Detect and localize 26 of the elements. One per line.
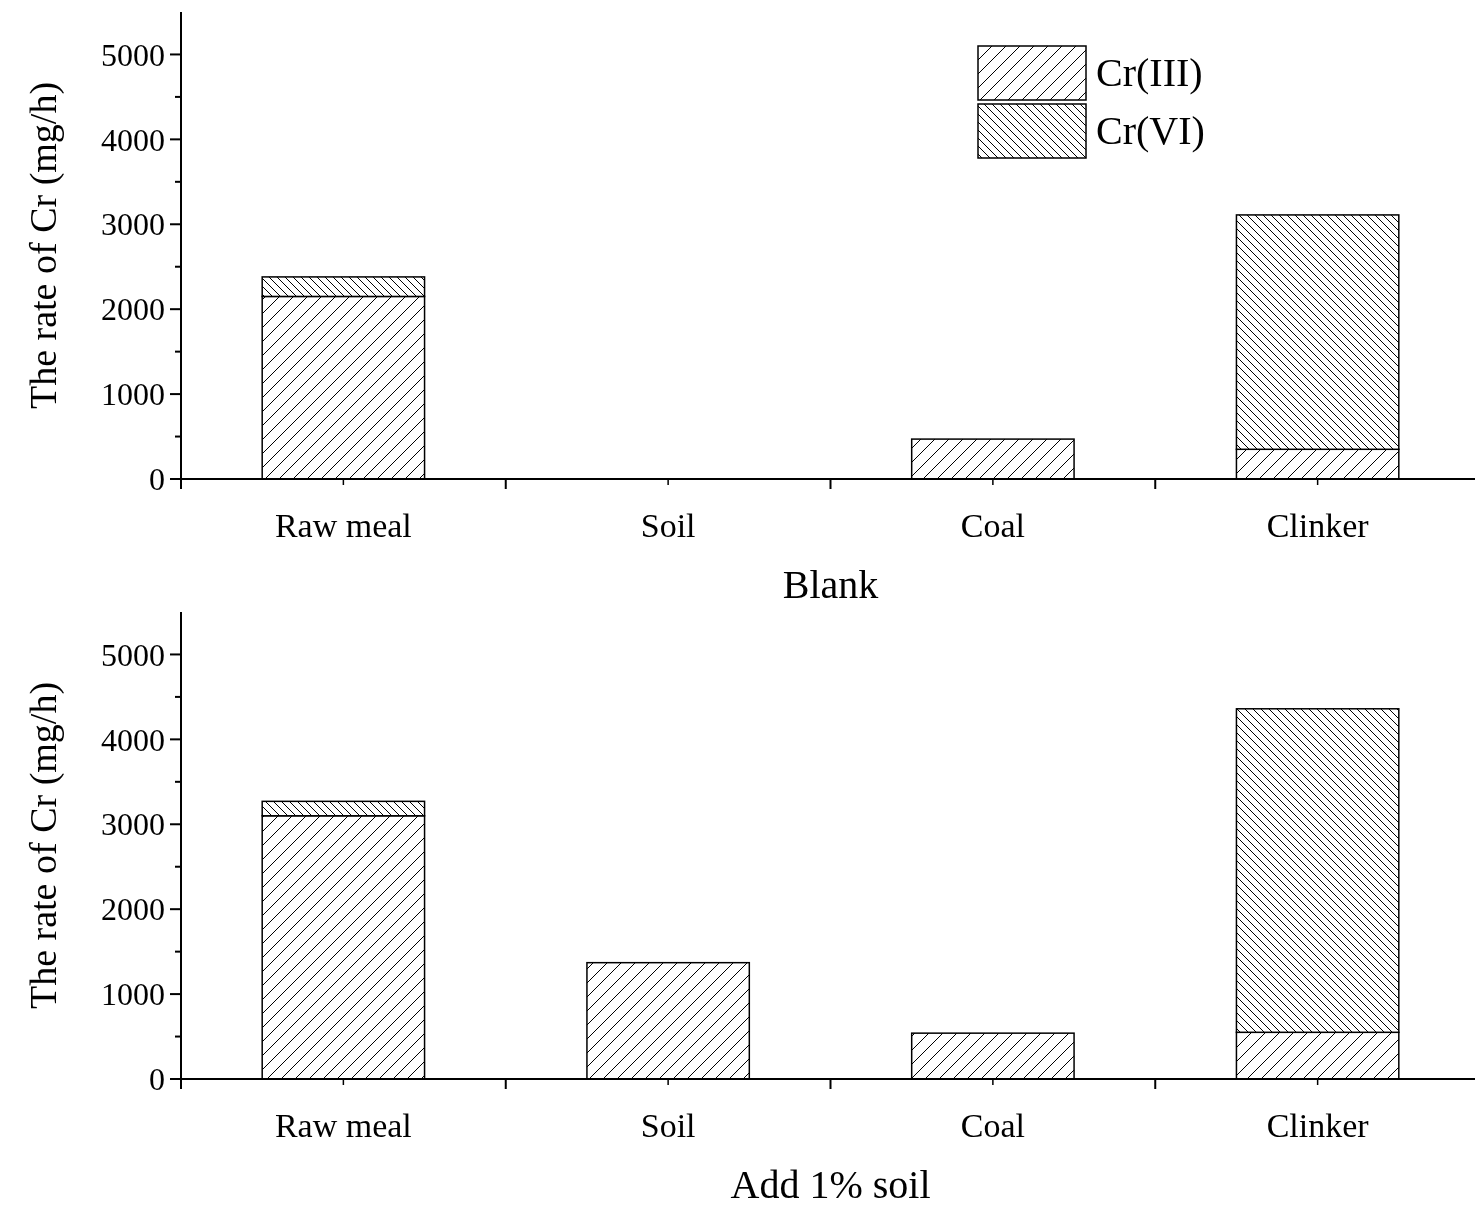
y-tick-label: 0: [149, 1061, 165, 1098]
legend-label: Cr(VI): [1096, 108, 1205, 153]
y-tick-label: 2000: [101, 291, 165, 328]
y-tick-label: 0: [149, 461, 165, 498]
y-tick-label: 2000: [101, 891, 165, 928]
x-tick-label: Clinker: [1266, 1107, 1370, 1144]
y-tick-label: 5000: [101, 636, 165, 673]
y-tick-label: 5000: [101, 36, 165, 73]
y-tick-label: 1000: [101, 976, 165, 1013]
x-axis-title: Add 1% soil: [730, 1162, 931, 1207]
y-tick-label: 4000: [101, 721, 165, 758]
x-axis-title: Blank: [782, 562, 879, 607]
y-tick-label: 4000: [101, 121, 165, 158]
y-axis-title: The rate of Cr (mg/h): [22, 681, 65, 1010]
x-tick-label: Raw meal: [274, 507, 412, 544]
y-tick-label: 3000: [101, 206, 165, 243]
y-tick-label: 1000: [101, 376, 165, 413]
x-tick-label: Clinker: [1266, 507, 1370, 544]
x-tick-label: Soil: [640, 1107, 696, 1144]
x-tick-label: Coal: [960, 507, 1025, 544]
y-tick-label: 3000: [101, 806, 165, 843]
y-axis-title: The rate of Cr (mg/h): [22, 81, 65, 410]
x-tick-label: Coal: [960, 1107, 1025, 1144]
x-tick-label: Soil: [640, 507, 696, 544]
x-tick-label: Raw meal: [274, 1107, 412, 1144]
legend-label: Cr(III): [1096, 50, 1203, 95]
